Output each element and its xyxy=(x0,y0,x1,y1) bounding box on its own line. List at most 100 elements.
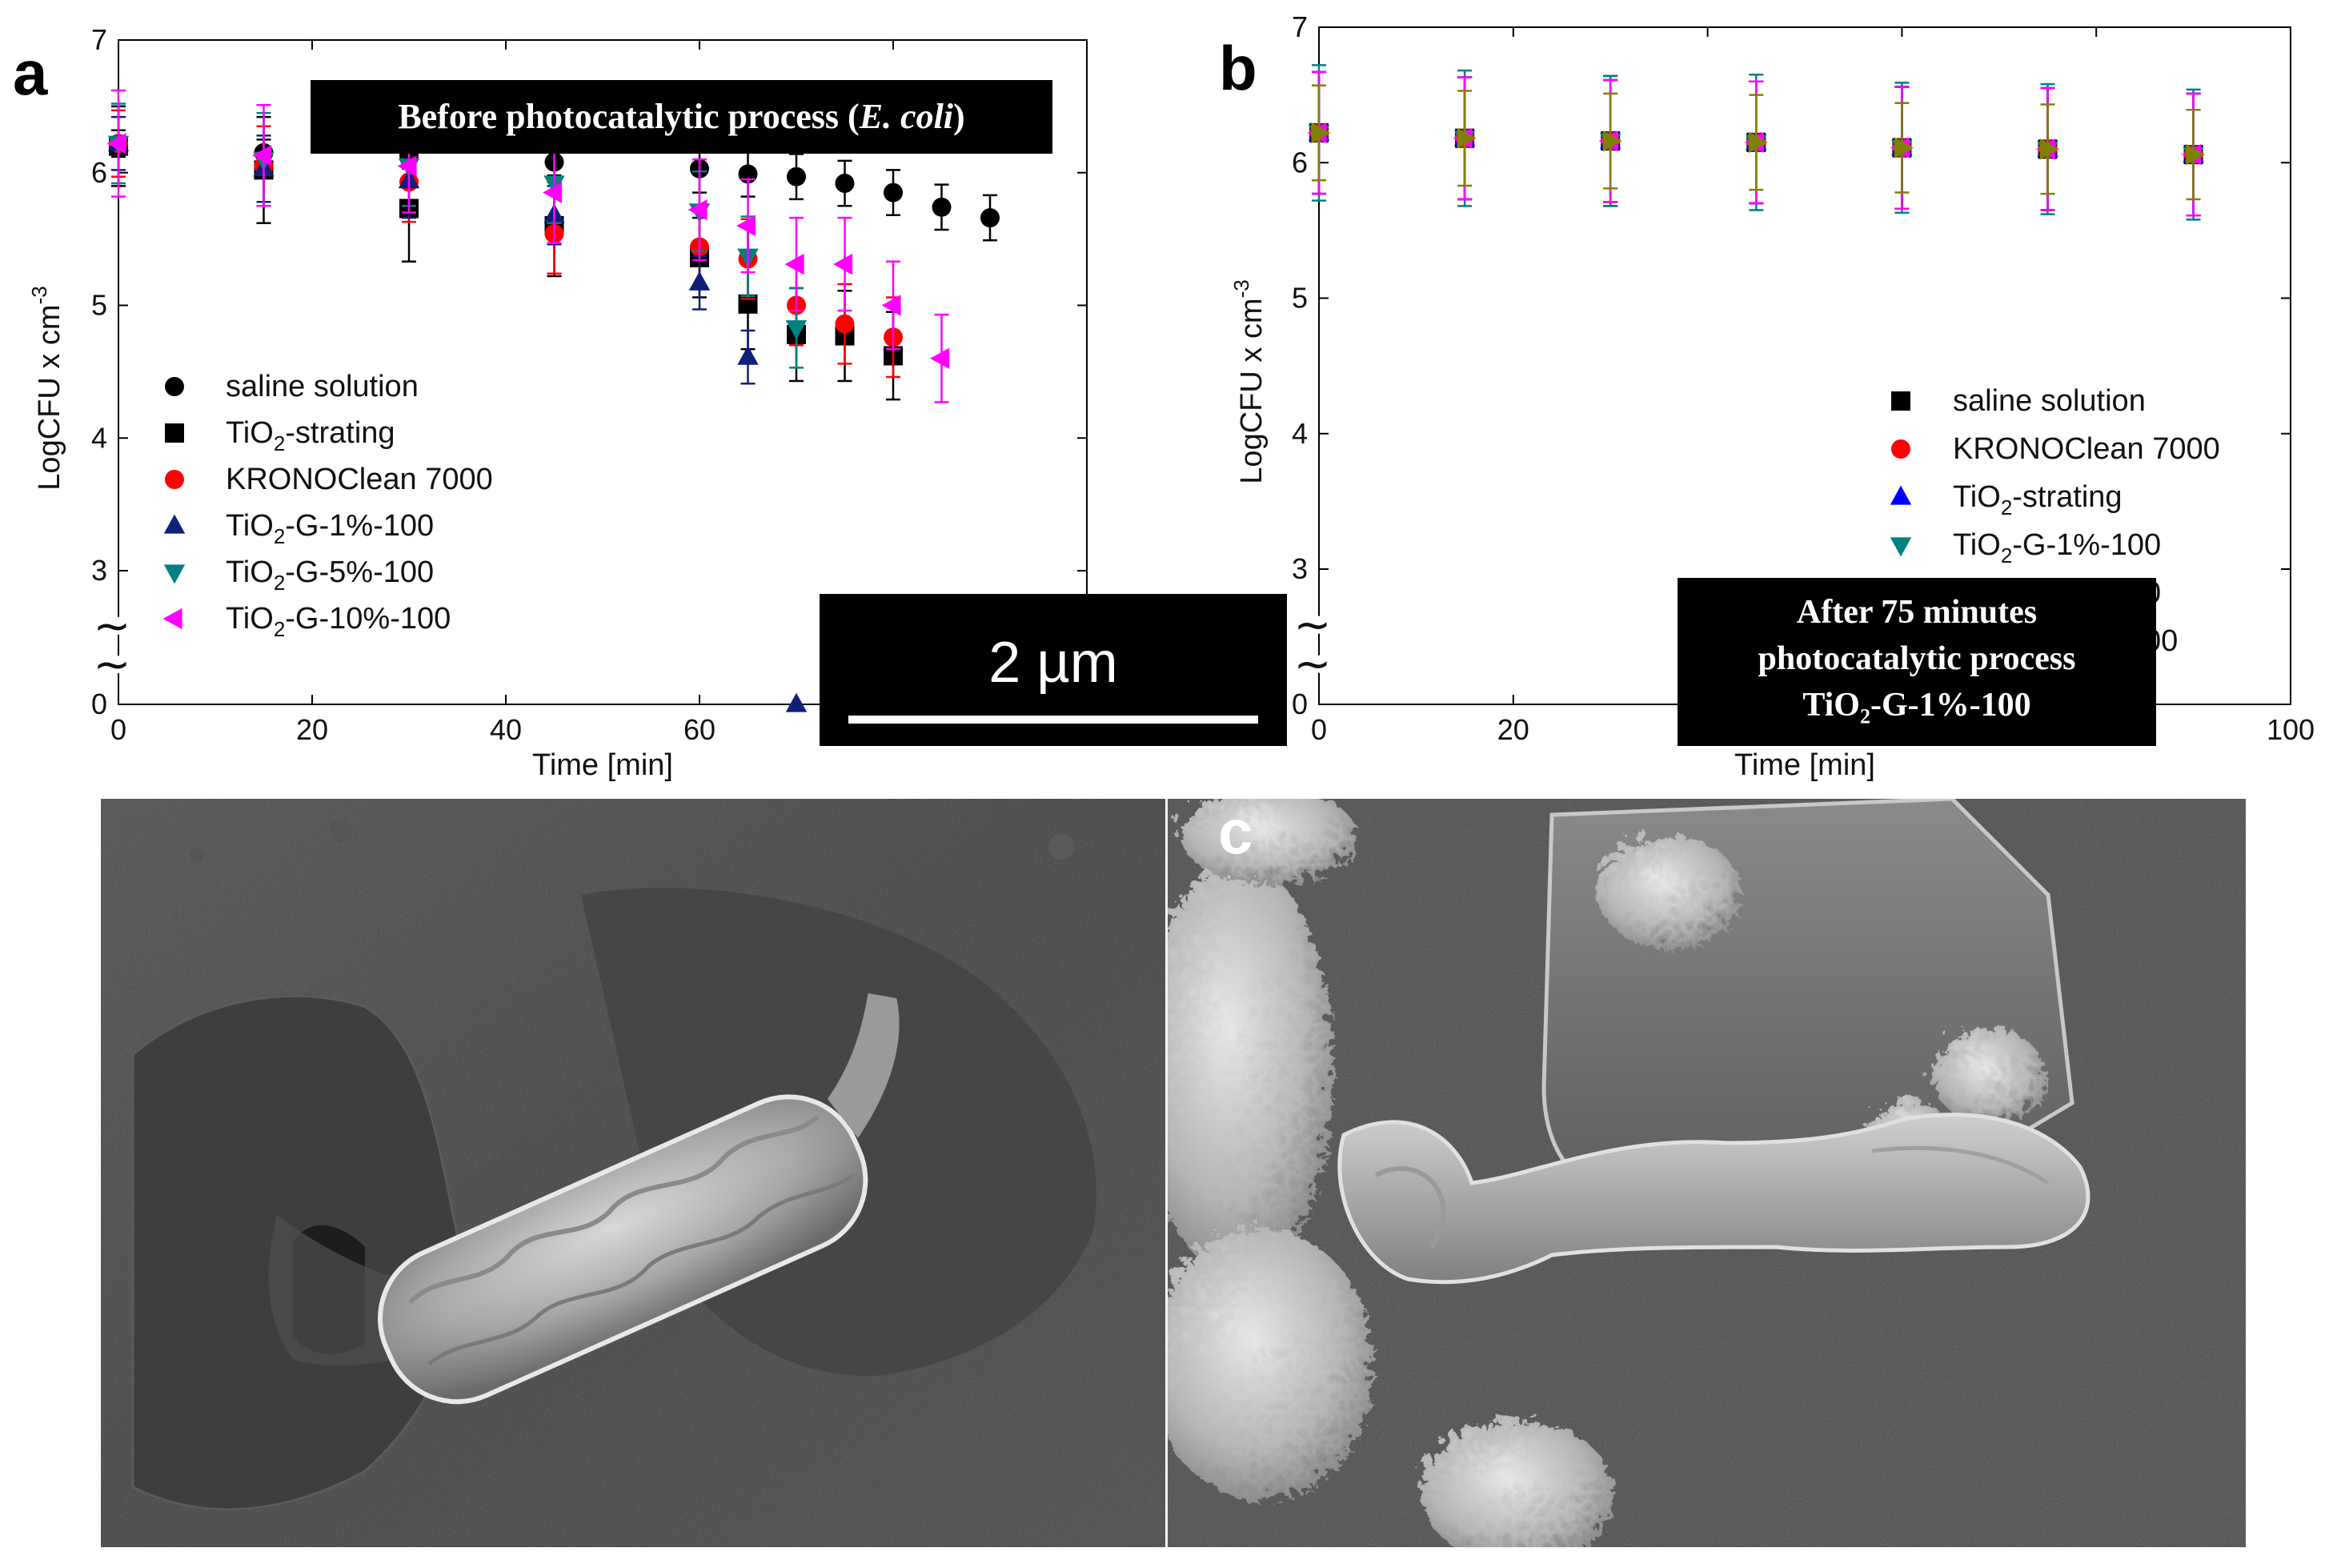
legend-marker xyxy=(1891,391,1910,411)
data-point xyxy=(1744,131,1764,154)
y-tick-label: 7 xyxy=(91,23,107,56)
x-axis-label-b: Time [min] xyxy=(1734,748,1875,782)
data-point xyxy=(397,155,417,177)
data-point xyxy=(1453,130,1476,150)
legend-entry: TiO2-strating xyxy=(1953,480,2123,519)
legend-marker xyxy=(1890,485,1912,505)
x-tick-label: 40 xyxy=(490,713,522,746)
series-a-5 xyxy=(106,89,998,716)
sem-caption-before-species: E. coli xyxy=(859,97,954,136)
data-point xyxy=(2183,146,2204,166)
sem-caption-before-close: ) xyxy=(953,97,965,136)
data-point xyxy=(1746,130,1767,150)
y-axis-label-a: LogCFU x cm-3 xyxy=(27,286,66,490)
legend-entry: TiO2-G-10%-100 xyxy=(226,602,451,641)
axis-break-mark-a: ~ xyxy=(94,639,131,691)
y-tick-label: 6 xyxy=(91,156,107,189)
legend-marker xyxy=(163,564,186,584)
data-point xyxy=(1746,132,1766,152)
data-point xyxy=(1455,128,1475,148)
panel-c-label: c xyxy=(1218,796,1253,867)
data-point xyxy=(1746,134,1767,154)
data-point xyxy=(980,208,1000,228)
data-point xyxy=(1601,131,1621,151)
legend-entry: saline solution xyxy=(1953,384,2146,418)
data-point xyxy=(833,253,853,275)
sem-caption-before: Before photocatalytic process (E. coli) xyxy=(311,80,1052,154)
data-point xyxy=(1453,126,1476,146)
plot-frame-a xyxy=(118,39,1088,705)
y-tick-label: 3 xyxy=(1292,552,1308,585)
sem-caption-after-line1: After 75 minutes xyxy=(1796,594,2038,631)
data-point xyxy=(787,166,806,186)
legend-marker xyxy=(165,470,184,489)
x-tick-label: 0 xyxy=(1311,713,1327,746)
data-point xyxy=(785,692,808,712)
data-point xyxy=(1602,130,1622,152)
y-tick-label: 7 xyxy=(1292,10,1308,43)
legend-entry: saline solution xyxy=(226,370,419,403)
x-axis-label-a: Time [min] xyxy=(532,748,673,782)
data-point xyxy=(1891,140,1913,160)
data-point xyxy=(1311,122,1331,144)
data-point xyxy=(2036,138,2056,160)
data-point xyxy=(1309,123,1329,143)
data-point xyxy=(1457,127,1477,149)
x-tick-label: 20 xyxy=(1497,713,1529,746)
data-point xyxy=(1601,131,1621,151)
data-point xyxy=(2183,145,2203,165)
data-point xyxy=(1453,127,1473,149)
data-point xyxy=(106,133,126,154)
x-tick-label: 60 xyxy=(683,713,716,746)
y-tick-label: 6 xyxy=(1292,146,1308,178)
y-axis-label-b: LogCFU x cm-3 xyxy=(1229,279,1269,483)
data-point xyxy=(252,145,272,166)
legend-entry: KRONOClean 7000 xyxy=(226,463,493,496)
series-b-3 xyxy=(1308,64,2204,221)
y-tick-label: 5 xyxy=(1292,282,1308,315)
data-point xyxy=(1455,128,1475,148)
data-point xyxy=(2183,142,2204,162)
data-point xyxy=(1309,123,1329,143)
data-point xyxy=(688,271,711,291)
data-point xyxy=(687,199,708,221)
sem-image-before xyxy=(101,799,1165,1547)
series-b-1 xyxy=(1309,70,2203,217)
sem-caption-before-text: Before photocatalytic process ( xyxy=(398,97,860,136)
data-point xyxy=(2182,143,2202,166)
data-point xyxy=(835,314,855,334)
y-tick-label: 5 xyxy=(91,289,107,322)
data-point xyxy=(2186,143,2205,166)
axis-break-mark-b: ~ xyxy=(1294,600,1332,652)
legend-marker xyxy=(162,608,182,630)
data-point xyxy=(543,182,563,203)
sem-divider xyxy=(1165,799,1168,1547)
data-point xyxy=(2038,139,2058,159)
legend-marker xyxy=(165,377,184,396)
legend-entry: TiO2-strating xyxy=(226,416,395,455)
data-point xyxy=(2037,137,2058,157)
axis-break-gap-a xyxy=(101,656,125,674)
data-point xyxy=(1600,133,1621,153)
sem-caption-after-sample-sub: 2 xyxy=(1859,704,1870,728)
data-point xyxy=(835,174,855,194)
data-point xyxy=(785,320,808,340)
scale-bar xyxy=(848,716,1258,724)
x-tick-label: 20 xyxy=(296,713,328,746)
legend-entry: TiO2-G-5%-100 xyxy=(226,555,434,595)
chart-a: a034567020406080100~~Time [min]LogCFU x … xyxy=(13,23,1111,782)
legend-marker xyxy=(1890,537,1912,557)
data-point xyxy=(784,253,804,275)
legend-entry: TiO2-G-1%-100 xyxy=(1953,528,2161,567)
axis-break-gap-b xyxy=(1301,616,1325,634)
data-point xyxy=(1890,137,1910,158)
sem-caption-after-line2: photocatalytic process xyxy=(1758,640,2076,677)
axis-break-gap-b xyxy=(1301,655,1325,673)
scale-bar-box: 2 µm xyxy=(820,594,1287,746)
data-point xyxy=(1894,137,1914,158)
series-b-4 xyxy=(1307,70,2202,217)
data-point xyxy=(1892,138,1912,158)
data-point xyxy=(1600,129,1621,149)
legend-marker xyxy=(165,423,184,443)
y-tick-label: 0 xyxy=(91,688,107,720)
